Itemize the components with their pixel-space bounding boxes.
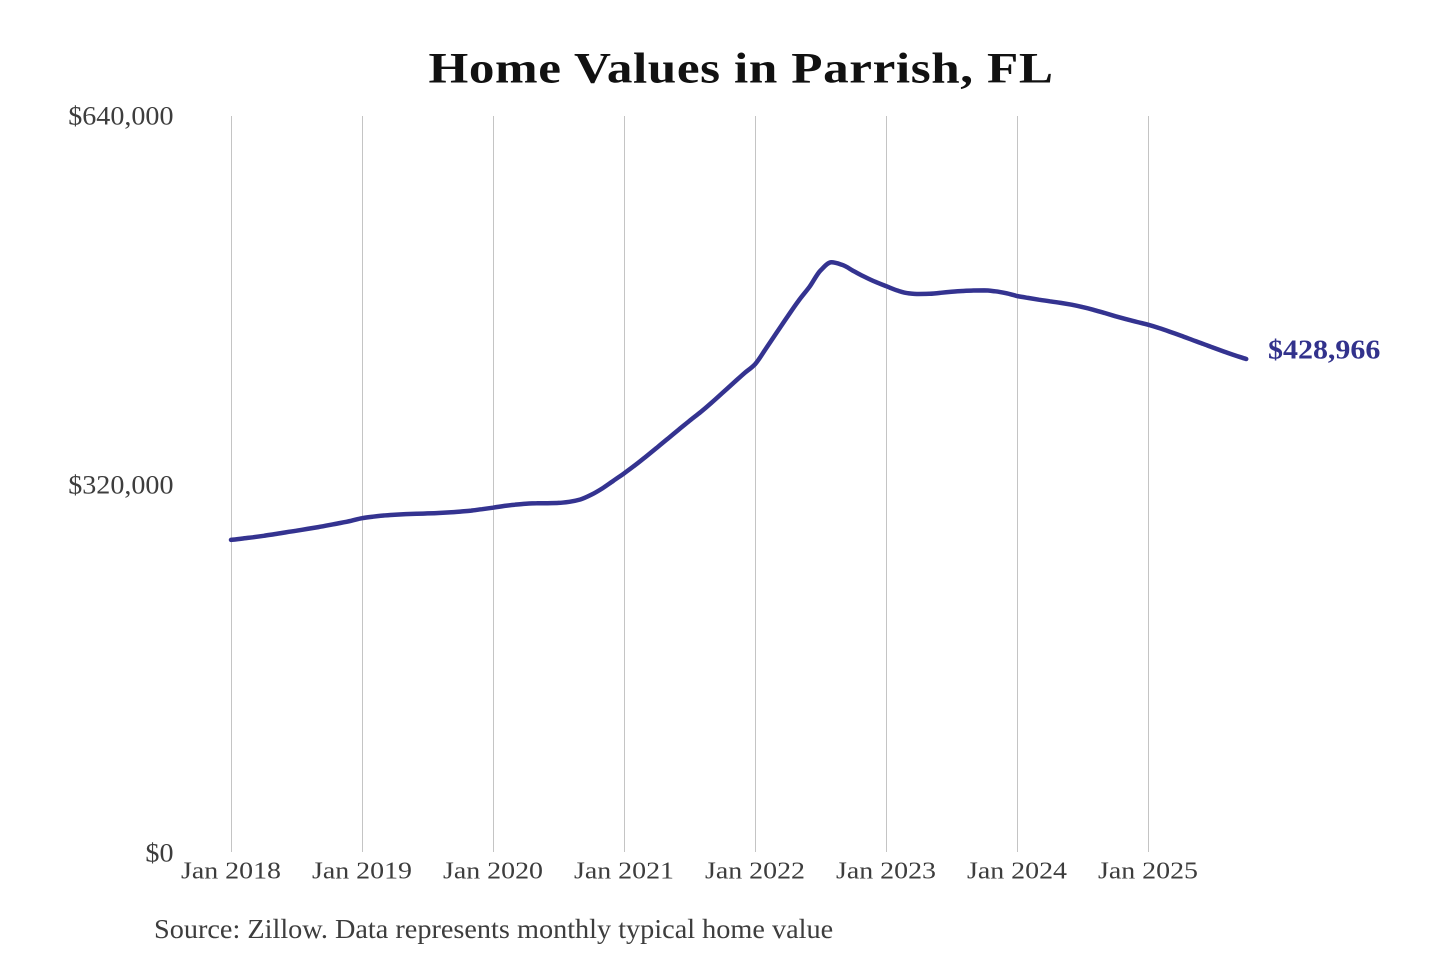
svg-text:Source: Zillow. Data represent: Source: Zillow. Data represents monthly … [154,914,833,944]
svg-text:$428,966: $428,966 [1268,336,1380,365]
svg-text:Jan 2022: Jan 2022 [705,857,805,884]
svg-text:$320,000: $320,000 [68,470,173,499]
svg-text:Jan 2023: Jan 2023 [836,857,936,884]
svg-text:Jan 2020: Jan 2020 [443,857,543,884]
svg-text:Jan 2018: Jan 2018 [181,857,281,884]
svg-text:$0: $0 [145,838,173,867]
svg-text:Home Values in Parrish, FL: Home Values in Parrish, FL [428,45,1053,92]
svg-text:Jan 2021: Jan 2021 [574,857,674,884]
svg-text:Jan 2019: Jan 2019 [312,857,412,884]
svg-text:Jan 2024: Jan 2024 [967,857,1067,884]
svg-text:$640,000: $640,000 [68,101,173,130]
svg-text:Jan 2025: Jan 2025 [1098,857,1198,884]
